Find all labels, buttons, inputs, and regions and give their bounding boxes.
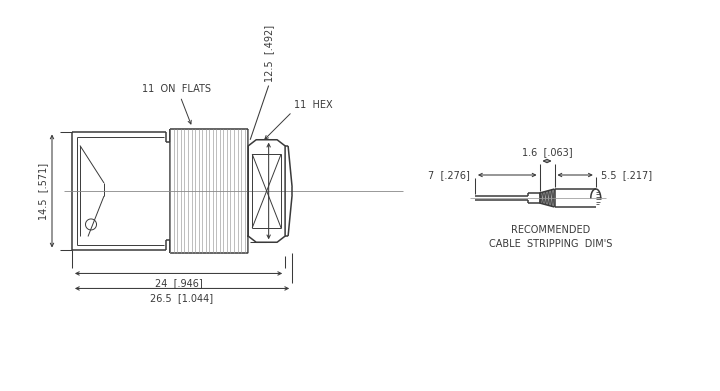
Text: 14.5  [.571]: 14.5 [.571] (38, 162, 48, 220)
Text: RECOMMENDED
CABLE  STRIPPING  DIM'S: RECOMMENDED CABLE STRIPPING DIM'S (489, 225, 612, 249)
Text: 11  ON  FLATS: 11 ON FLATS (143, 84, 211, 93)
Text: 5.5  [.217]: 5.5 [.217] (600, 170, 652, 180)
Text: 24  [.946]: 24 [.946] (155, 278, 202, 289)
Text: 12.5  [.492]: 12.5 [.492] (264, 24, 274, 82)
Text: 1.6  [.063]: 1.6 [.063] (522, 147, 572, 157)
Text: 26.5  [1.044]: 26.5 [1.044] (150, 294, 214, 303)
Text: 11  HEX: 11 HEX (294, 100, 333, 110)
Text: 7  [.276]: 7 [.276] (428, 170, 470, 180)
